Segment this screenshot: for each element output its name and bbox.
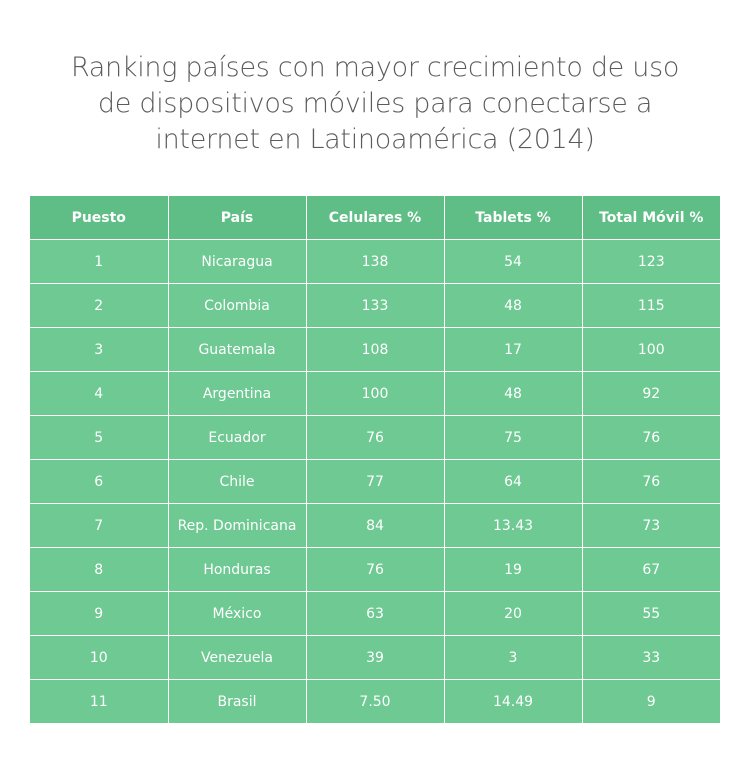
table-row: 11 Brasil 7.50 14.49 9 [30, 679, 720, 723]
country-cell: Chile [168, 459, 307, 504]
table-row: 8 Honduras 76 19 67 [30, 547, 720, 592]
tablets-cell: 14.49 [444, 679, 583, 723]
celulares-cell: 76 [306, 415, 445, 460]
country-cell: Colombia [168, 283, 307, 328]
ranking-table: Puesto País Celulares % Tablets % Total … [30, 196, 720, 723]
tablets-cell: 20 [444, 591, 583, 636]
title-line-1: Ranking países con mayor crecimiento de … [70, 52, 680, 83]
rank-cell: 5 [30, 415, 169, 460]
column-header-total-movil: Total Móvil % [582, 196, 720, 240]
celulares-cell: 39 [306, 635, 445, 680]
celulares-cell: 7.50 [306, 679, 445, 723]
total-movil-cell: 55 [582, 591, 720, 636]
celulares-cell: 138 [306, 239, 445, 284]
table-row: 5 Ecuador 76 75 76 [30, 415, 720, 460]
tablets-cell: 48 [444, 371, 583, 416]
total-movil-cell: 9 [582, 679, 720, 723]
rank-cell: 3 [30, 327, 169, 372]
tablets-cell: 54 [444, 239, 583, 284]
table-row: 4 Argentina 100 48 92 [30, 371, 720, 416]
celulares-cell: 108 [306, 327, 445, 372]
tablets-cell: 19 [444, 547, 583, 592]
table-row: 3 Guatemala 108 17 100 [30, 327, 720, 372]
table-row: 6 Chile 77 64 76 [30, 459, 720, 504]
total-movil-cell: 92 [582, 371, 720, 416]
celulares-cell: 100 [306, 371, 445, 416]
country-cell: Venezuela [168, 635, 307, 680]
country-cell: Brasil [168, 679, 307, 723]
country-cell: Nicaragua [168, 239, 307, 284]
total-movil-cell: 123 [582, 239, 720, 284]
title-line-2: de dispositivos móviles para conectarse … [97, 88, 653, 119]
table-row: 10 Venezuela 39 3 33 [30, 635, 720, 680]
country-cell: Guatemala [168, 327, 307, 372]
tablets-cell: 3 [444, 635, 583, 680]
column-header-tablets: Tablets % [444, 196, 583, 240]
tablets-cell: 17 [444, 327, 583, 372]
rank-cell: 7 [30, 503, 169, 548]
tablets-cell: 64 [444, 459, 583, 504]
column-header-celulares: Celulares % [306, 196, 445, 240]
tablets-cell: 75 [444, 415, 583, 460]
celulares-cell: 76 [306, 547, 445, 592]
tablets-cell: 48 [444, 283, 583, 328]
column-header-pais: País [168, 196, 307, 240]
country-cell: Argentina [168, 371, 307, 416]
rank-cell: 10 [30, 635, 169, 680]
header-row: Puesto País Celulares % Tablets % Total … [30, 196, 720, 240]
rank-cell: 8 [30, 547, 169, 592]
total-movil-cell: 76 [582, 459, 720, 504]
rank-cell: 6 [30, 459, 169, 504]
total-movil-cell: 33 [582, 635, 720, 680]
rank-cell: 4 [30, 371, 169, 416]
country-cell: Ecuador [168, 415, 307, 460]
celulares-cell: 77 [306, 459, 445, 504]
rank-cell: 1 [30, 239, 169, 284]
celulares-cell: 63 [306, 591, 445, 636]
table-row: 2 Colombia 133 48 115 [30, 283, 720, 328]
total-movil-cell: 100 [582, 327, 720, 372]
country-cell: México [168, 591, 307, 636]
column-header-puesto: Puesto [30, 196, 169, 240]
table-row: 1 Nicaragua 138 54 123 [30, 239, 720, 284]
table-row: 9 México 63 20 55 [30, 591, 720, 636]
total-movil-cell: 67 [582, 547, 720, 592]
table-body: 1 Nicaragua 138 54 123 2 Colombia 133 48 115 3 Guat… [30, 239, 720, 723]
celulares-cell: 133 [306, 283, 445, 328]
country-cell: Honduras [168, 547, 307, 592]
title-line-3: internet en Latinoamérica (2014) [155, 124, 595, 155]
country-cell: Rep. Dominicana [168, 503, 307, 548]
tablets-cell: 13.43 [444, 503, 583, 548]
celulares-cell: 84 [306, 503, 445, 548]
table-row: 7 Rep. Dominicana 84 13.43 73 [30, 503, 720, 548]
total-movil-cell: 73 [582, 503, 720, 548]
rank-cell: 9 [30, 591, 169, 636]
rank-cell: 2 [30, 283, 169, 328]
total-movil-cell: 76 [582, 415, 720, 460]
total-movil-cell: 115 [582, 283, 720, 328]
chart-title: Ranking países con mayor crecimiento de … [40, 50, 710, 158]
rank-cell: 11 [30, 679, 169, 723]
